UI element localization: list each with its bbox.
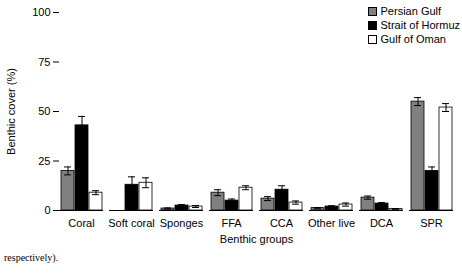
html-text:respectively).: respectively).	[4, 252, 59, 263]
svg-text:25: 25	[38, 155, 50, 167]
svg-text:Benthic groups: Benthic groups	[220, 233, 294, 245]
svg-text:Other live: Other live	[308, 217, 355, 229]
svg-text:Sponges: Sponges	[160, 217, 204, 229]
html-text:Gulf of Oman: Gulf of Oman	[380, 33, 446, 45]
html-text:Persian Gulf: Persian Gulf	[380, 5, 442, 17]
svg-text:Soft coral: Soft coral	[108, 217, 154, 229]
svg-text:75: 75	[38, 56, 50, 68]
svg-text:CCA: CCA	[270, 217, 294, 229]
html-text:Strait of Hormuz: Strait of Hormuz	[380, 19, 460, 31]
svg-text:100: 100	[32, 6, 50, 18]
svg-text:0: 0	[44, 204, 50, 216]
svg-text:SPR: SPR	[420, 217, 443, 229]
svg-text:Benthic cover (%): Benthic cover (%)	[5, 68, 17, 155]
svg-text:DCA: DCA	[370, 217, 394, 229]
svg-text:50: 50	[38, 105, 50, 117]
svg-text:Coral: Coral	[68, 217, 94, 229]
svg-text:FFA: FFA	[221, 217, 242, 229]
